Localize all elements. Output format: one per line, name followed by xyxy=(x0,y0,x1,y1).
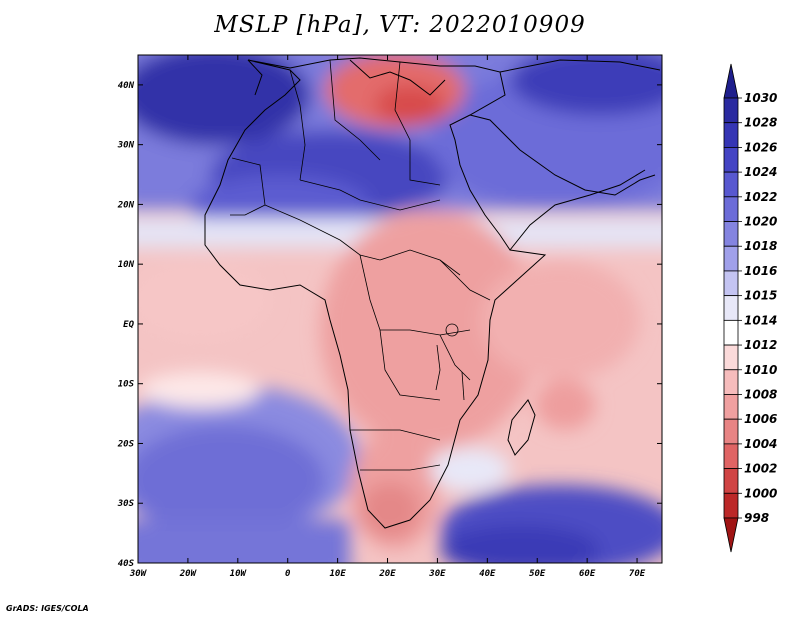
lon-label: 40E xyxy=(479,569,496,579)
lat-label: 20S xyxy=(117,439,135,449)
pressure-field xyxy=(138,55,662,563)
colorbar-swatch xyxy=(723,171,739,198)
map-title: MSLP [hPa], VT: 2022010909 xyxy=(214,12,586,38)
lat-label: 20N xyxy=(117,200,135,210)
colorbar-label: 1004 xyxy=(744,437,777,451)
colorbar-label: 1024 xyxy=(744,165,777,179)
colorbar-swatch xyxy=(723,394,739,420)
colorbar-label: 1026 xyxy=(744,140,777,154)
coastlines xyxy=(204,57,661,529)
colorbar-swatch xyxy=(723,344,739,371)
colorbar-label: 1018 xyxy=(744,239,777,253)
colorbar-swatch xyxy=(723,147,739,173)
lat-label: 30N xyxy=(117,141,135,151)
colorbar-label: 1000 xyxy=(744,486,777,500)
lon-label: 50E xyxy=(529,569,546,579)
colorbar-label: 1002 xyxy=(744,462,777,476)
lat-label: 10N xyxy=(118,260,135,270)
colorbar-label: 1008 xyxy=(744,387,777,401)
colorbar-label: 998 xyxy=(744,511,769,525)
colorbar-swatch xyxy=(723,122,739,148)
colorbar-swatch xyxy=(723,270,739,297)
colorbar-swatch xyxy=(723,369,739,395)
colorbar-label: 1015 xyxy=(744,289,777,303)
colorbar-swatch xyxy=(723,196,739,222)
colorbar-label: 1006 xyxy=(744,412,777,426)
lon-label: 70E xyxy=(629,569,646,579)
colorbar-swatch xyxy=(723,221,739,247)
lon-label: 20E xyxy=(378,569,396,579)
colorbar-label: 1020 xyxy=(744,215,777,229)
lat-label: 30S xyxy=(117,499,135,509)
colorbar-swatch xyxy=(723,492,739,519)
lon-label: 10W xyxy=(230,569,248,579)
lon-label: 0 xyxy=(285,569,291,579)
lon-label: 60E xyxy=(579,569,596,579)
colorbar-label: 1028 xyxy=(744,116,777,130)
colorbar-top-arrow xyxy=(723,63,739,99)
lon-label: 10E xyxy=(329,569,346,579)
colorbar-label: 1030 xyxy=(744,91,777,105)
lat-label: EQ xyxy=(123,320,134,330)
colorbar-swatch xyxy=(723,319,739,346)
lat-label: 40N xyxy=(118,81,135,91)
colorbar-label: 1014 xyxy=(744,313,777,327)
colorbar-swatch xyxy=(723,97,739,124)
lon-label: 20W xyxy=(179,569,198,579)
colorbar-swatch xyxy=(723,418,739,445)
colorbar-label: 1016 xyxy=(744,264,777,278)
lakes xyxy=(435,323,465,401)
colorbar-label: 1022 xyxy=(744,190,777,204)
colorbar-swatch xyxy=(723,245,739,272)
colorbar-swatch xyxy=(723,443,739,469)
lat-label: 10S xyxy=(118,380,135,390)
lat-label: 40S xyxy=(118,559,135,569)
country-borders xyxy=(230,59,491,471)
axis-ticks xyxy=(137,55,662,564)
colorbar-swatch xyxy=(723,295,739,321)
lon-label: 30E xyxy=(428,569,446,579)
colorbar-swatch xyxy=(723,468,739,494)
grads-credit: GrADS: IGES/COLA xyxy=(6,604,89,613)
colorbar-label: 1010 xyxy=(744,363,777,377)
colorbar: 1030 1028 1026 1024 1022 1020 1018 1016 1015 1014… xyxy=(723,63,777,553)
longitude-labels: 30W 20W 10W 0 10E 20E 30E 40E 50E 60E 70E xyxy=(129,569,646,579)
colorbar-bottom-arrow xyxy=(723,517,739,553)
plot-frame xyxy=(137,54,663,564)
latitude-labels: 40N 30N 20N 10N EQ 10S 20S 30S 40S xyxy=(117,81,135,569)
lon-label: 30W xyxy=(129,569,148,579)
colorbar-label: 1012 xyxy=(744,338,777,352)
